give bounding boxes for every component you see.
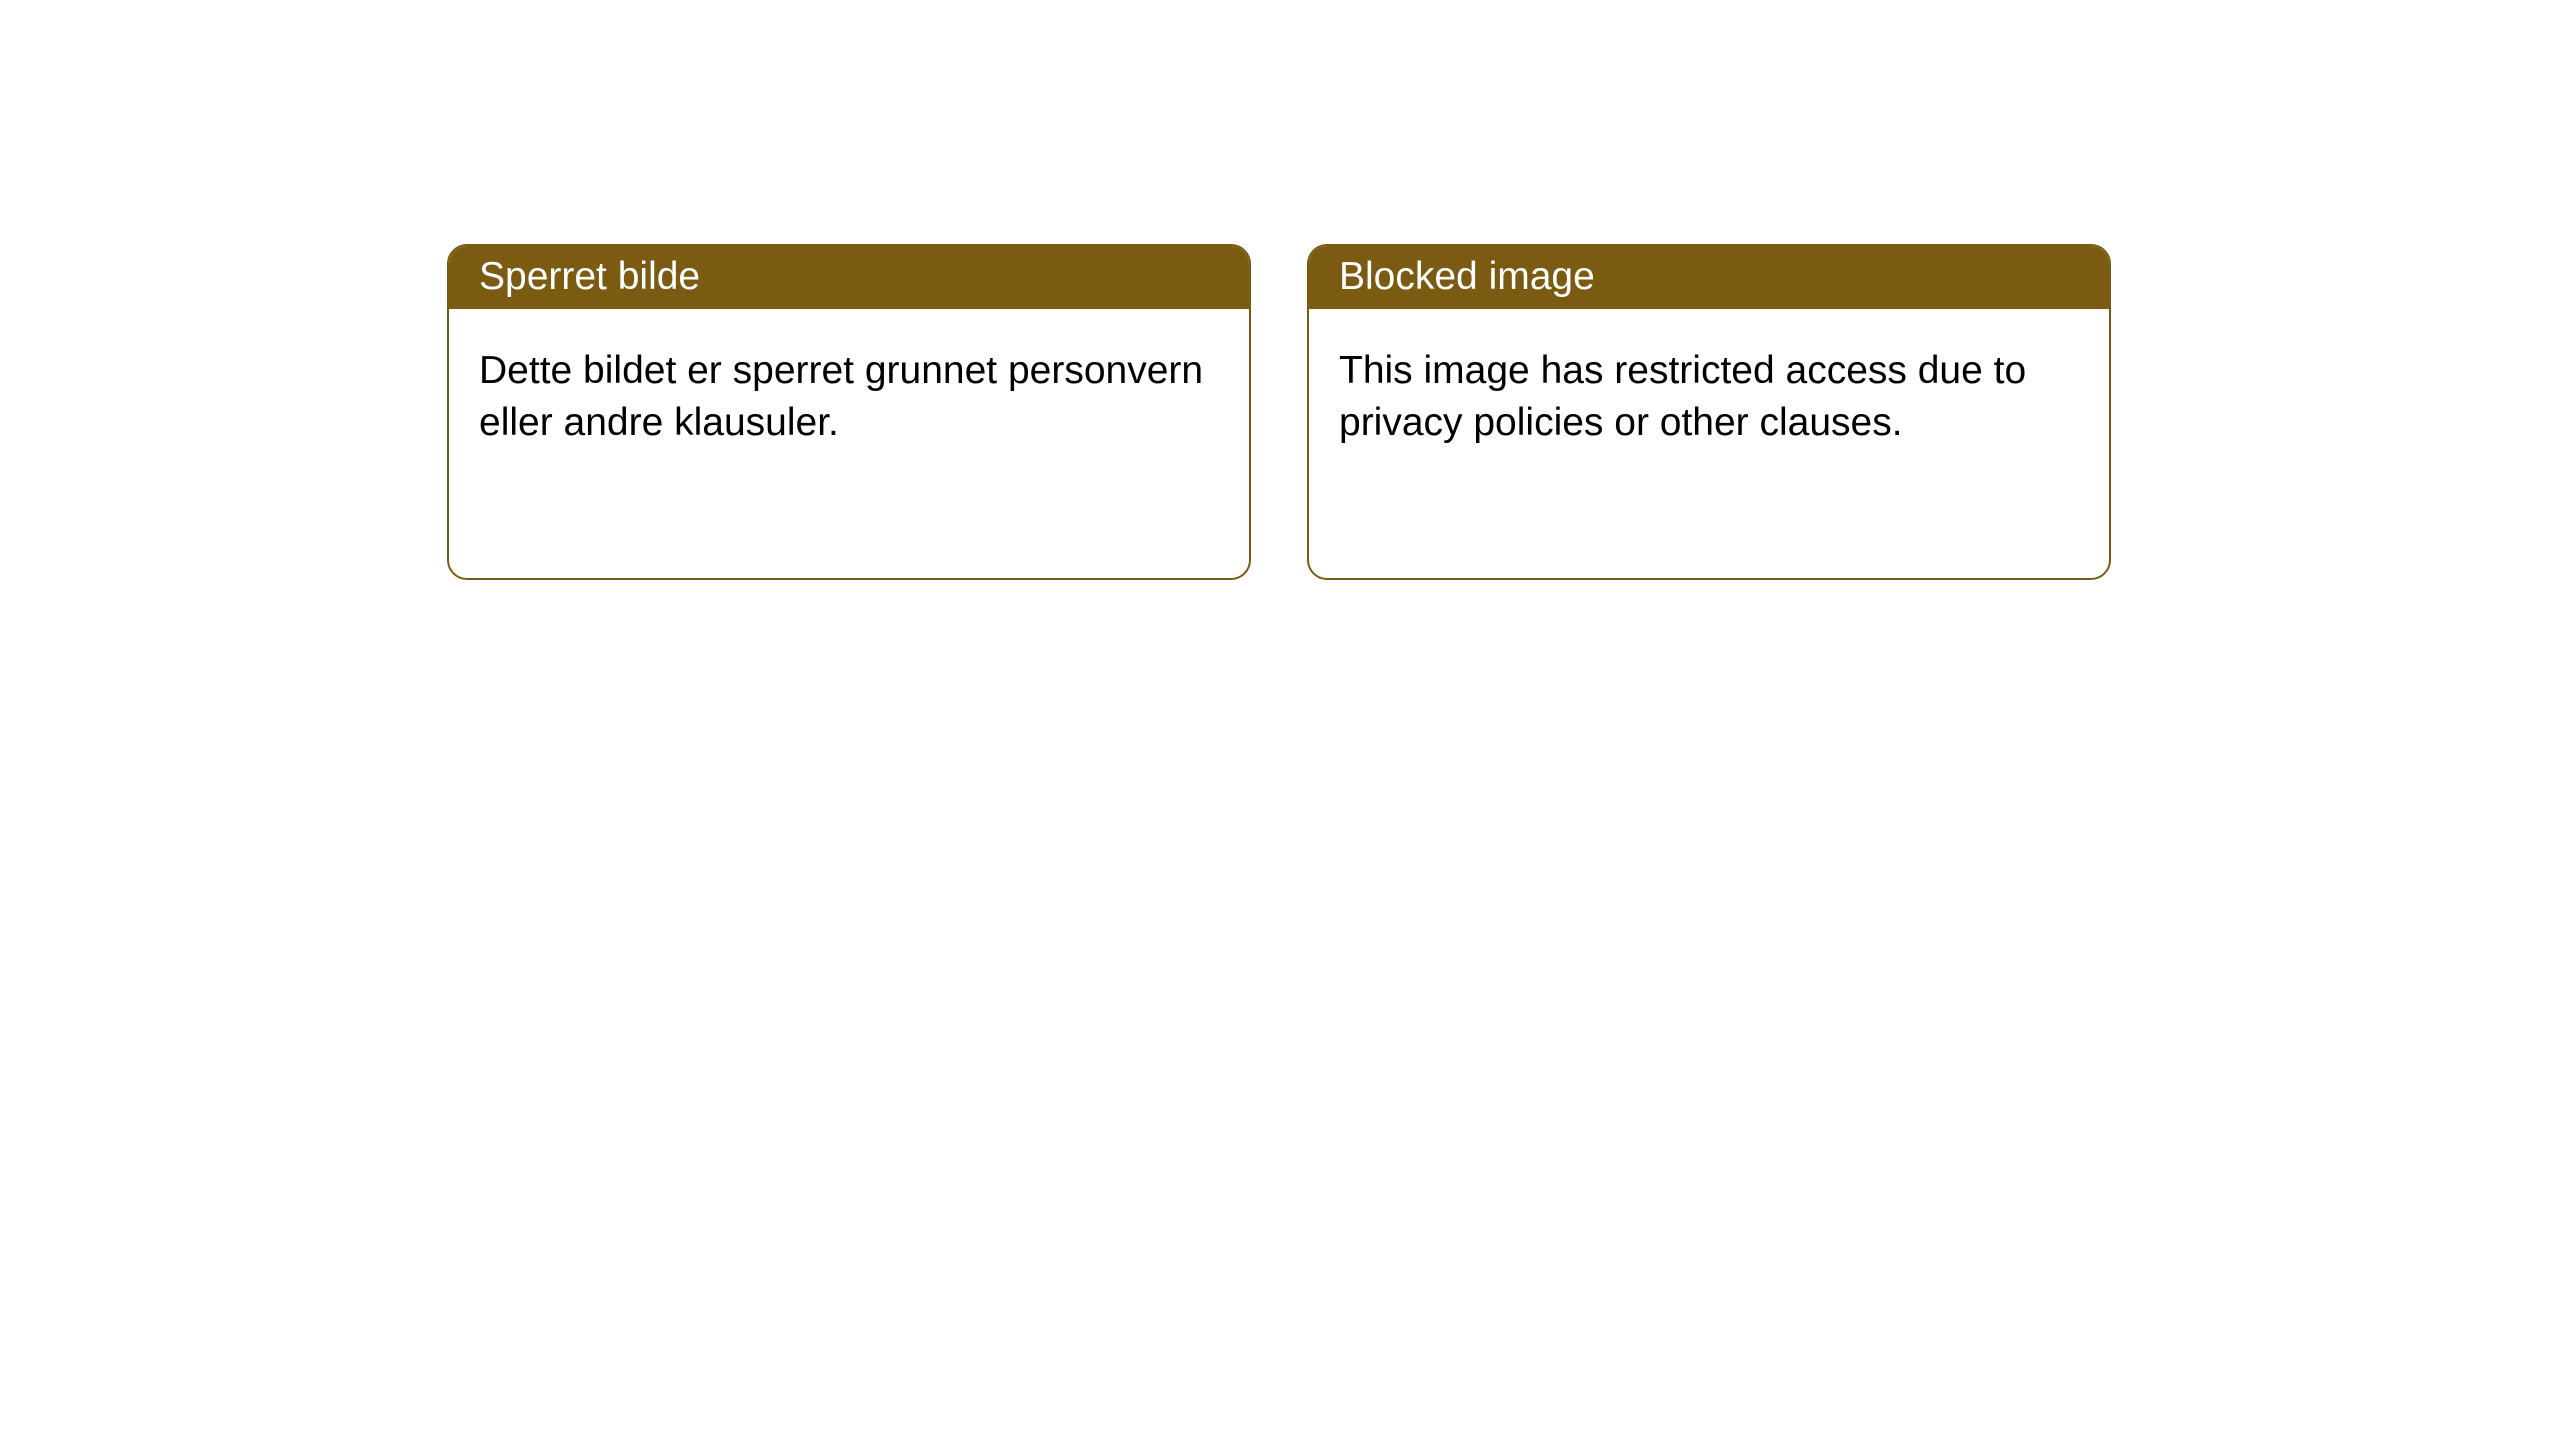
- notice-header: Blocked image: [1309, 246, 2109, 309]
- notice-header: Sperret bilde: [449, 246, 1249, 309]
- notice-container: Sperret bilde Dette bildet er sperret gr…: [0, 0, 2560, 580]
- notice-card-english: Blocked image This image has restricted …: [1307, 244, 2111, 580]
- notice-card-norwegian: Sperret bilde Dette bildet er sperret gr…: [447, 244, 1251, 580]
- notice-body: Dette bildet er sperret grunnet personve…: [449, 309, 1249, 486]
- notice-body: This image has restricted access due to …: [1309, 309, 2109, 486]
